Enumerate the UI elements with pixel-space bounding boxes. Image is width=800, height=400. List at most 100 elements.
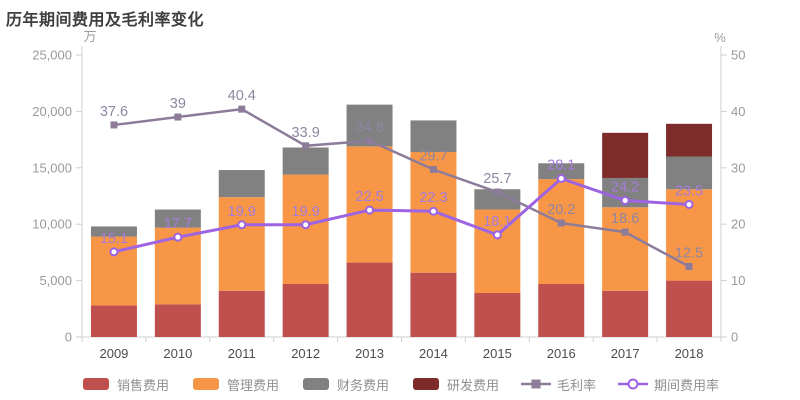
legend-item-expense-ratio[interactable]: 期间费用率: [618, 375, 719, 394]
expense-ratio-data-label: 19.9: [228, 204, 256, 220]
legend-item-sales-expense[interactable]: 销售费用: [81, 375, 169, 394]
expense-ratio-data-label: 15.1: [100, 231, 128, 247]
expense-ratio-line: [113, 176, 690, 254]
legend-label-admin-expense: 管理费用: [226, 377, 279, 393]
expense-ratio-marker: [365, 205, 375, 215]
gross-margin-data-label: 37.6: [100, 104, 128, 120]
gross-margin-marker: [366, 137, 374, 145]
left-axis-tick-label: 25,000: [32, 48, 72, 63]
right-axis-tick-label: 50: [731, 48, 745, 63]
bar-segment-sales-expense: [90, 305, 137, 337]
legend-item-admin-expense[interactable]: 管理费用: [191, 375, 279, 394]
x-axis-category-label: 2016: [547, 346, 576, 361]
bar-segment-rd-expense: [602, 132, 649, 178]
gross-margin-marker: [110, 121, 118, 129]
expense-ratio-data-label: 22.3: [419, 190, 447, 206]
gross-margin-marker: [621, 228, 629, 236]
expense-ratio-data-label: 28.1: [547, 158, 575, 174]
bar-segment-admin-expense: [218, 197, 265, 291]
x-axis-category-label: 2018: [675, 346, 704, 361]
expense-ratio-data-label: 22.5: [355, 189, 383, 205]
right-axis-tick-label: 30: [731, 160, 745, 175]
right-axis-tick-label: 40: [731, 104, 745, 119]
legend-item-finance-expense[interactable]: 财务费用: [301, 375, 389, 394]
legend-label-sales-expense: 销售费用: [116, 377, 169, 393]
legend-label-finance-expense: 财务费用: [336, 377, 389, 393]
legend-label-gross-margin: 毛利率: [557, 377, 597, 393]
bar-segment-admin-expense: [346, 146, 393, 263]
gross-margin-data-label: 25.7: [483, 171, 511, 187]
right-axis-tick-label: 0: [731, 330, 738, 345]
bar-segment-sales-expense: [154, 304, 201, 337]
legend-label-rd-expense: 研发费用: [447, 377, 500, 393]
left-axis-tick-label: 5,000: [39, 273, 72, 288]
bar-segment-finance-expense: [282, 147, 329, 175]
gross-margin-data-label: 33.9: [292, 125, 320, 141]
left-axis-tick-label: 20,000: [32, 104, 72, 119]
right-axis-unit: %: [714, 30, 726, 45]
expense-ratio-marker: [109, 247, 119, 257]
gross-margin-marker: [557, 219, 565, 227]
bar-segment-finance-expense: [90, 226, 137, 237]
bar-segment-finance-expense: [474, 189, 521, 210]
bar-segment-finance-expense: [154, 209, 201, 228]
bar-segment-finance-expense: [538, 163, 585, 180]
legend-item-rd-expense[interactable]: 研发费用: [411, 375, 499, 394]
gross-margin-marker: [493, 188, 501, 196]
x-axis-category-label: 2012: [291, 346, 320, 361]
left-axis-tick-label: 10,000: [32, 217, 72, 232]
gross-margin-marker: [685, 263, 693, 270]
expense-ratio-marker: [428, 206, 438, 216]
x-axis-category-label: 2015: [483, 346, 512, 361]
x-axis-category-label: 2010: [163, 346, 192, 361]
gross-margin-data-label: 20.2: [547, 202, 575, 218]
x-axis-category-label: 2009: [99, 346, 128, 361]
gross-margin-line: [113, 107, 690, 268]
expense-ratio-data-label: 18.1: [483, 214, 511, 230]
legend-swatch-sales-expense: [82, 378, 109, 390]
legend-swatch-expense-ratio: [618, 378, 649, 390]
expense-ratio-marker: [237, 220, 247, 230]
legend-swatch-shape: [531, 379, 541, 389]
gross-margin-marker: [429, 165, 437, 173]
expense-ratio-marker: [556, 174, 566, 184]
legend-swatch-finance-expense: [302, 378, 329, 390]
left-axis-tick-label: 15,000: [32, 160, 72, 175]
x-axis-category-label: 2017: [611, 346, 640, 361]
expense-ratio-marker: [684, 199, 694, 209]
legend: 销售费用 管理费用 财务费用 研发费用 毛利率 期间费用率: [0, 371, 800, 397]
expense-ratio-marker: [492, 230, 502, 240]
gross-margin-data-label: 34.8: [355, 120, 383, 136]
legend-label-expense-ratio: 期间费用率: [654, 377, 720, 393]
bar-segment-sales-expense: [602, 290, 649, 337]
bar-segment-sales-expense: [410, 272, 457, 337]
left-axis-unit: 万: [83, 29, 96, 44]
expense-ratio-data-label: 19.9: [292, 204, 320, 220]
expense-ratio-marker: [301, 220, 311, 230]
legend-item-gross-margin[interactable]: 毛利率: [521, 375, 596, 394]
gross-margin-data-label: 29.7: [419, 148, 447, 164]
legend-swatch-shape: [627, 378, 639, 390]
bar-segment-sales-expense: [346, 262, 393, 337]
legend-swatch-rd-expense: [413, 378, 439, 390]
gross-margin-marker: [174, 113, 182, 121]
gross-margin-data-label: 39: [170, 96, 186, 112]
bar-segment-finance-expense: [410, 120, 457, 153]
expense-ratio-data-label: 23.5: [675, 183, 703, 199]
bar-segment-finance-expense: [666, 156, 713, 190]
bar-segment-sales-expense: [538, 283, 585, 337]
chart-title: 历年期间费用及毛利率变化: [6, 12, 205, 29]
legend-swatch-shape: [82, 378, 109, 390]
bar-segment-admin-expense: [282, 174, 329, 284]
legend-swatch-shape: [302, 378, 329, 390]
expense-ratio-marker: [173, 232, 183, 242]
bar-segment-admin-expense: [474, 209, 521, 294]
bar-segment-sales-expense: [282, 283, 329, 337]
left-axis-tick-label: 0: [65, 330, 72, 345]
bar-segment-sales-expense: [666, 280, 713, 337]
right-axis-tick-label: 20: [731, 217, 745, 232]
expense-ratio-marker: [620, 196, 630, 206]
legend-swatch-shape: [413, 378, 439, 390]
